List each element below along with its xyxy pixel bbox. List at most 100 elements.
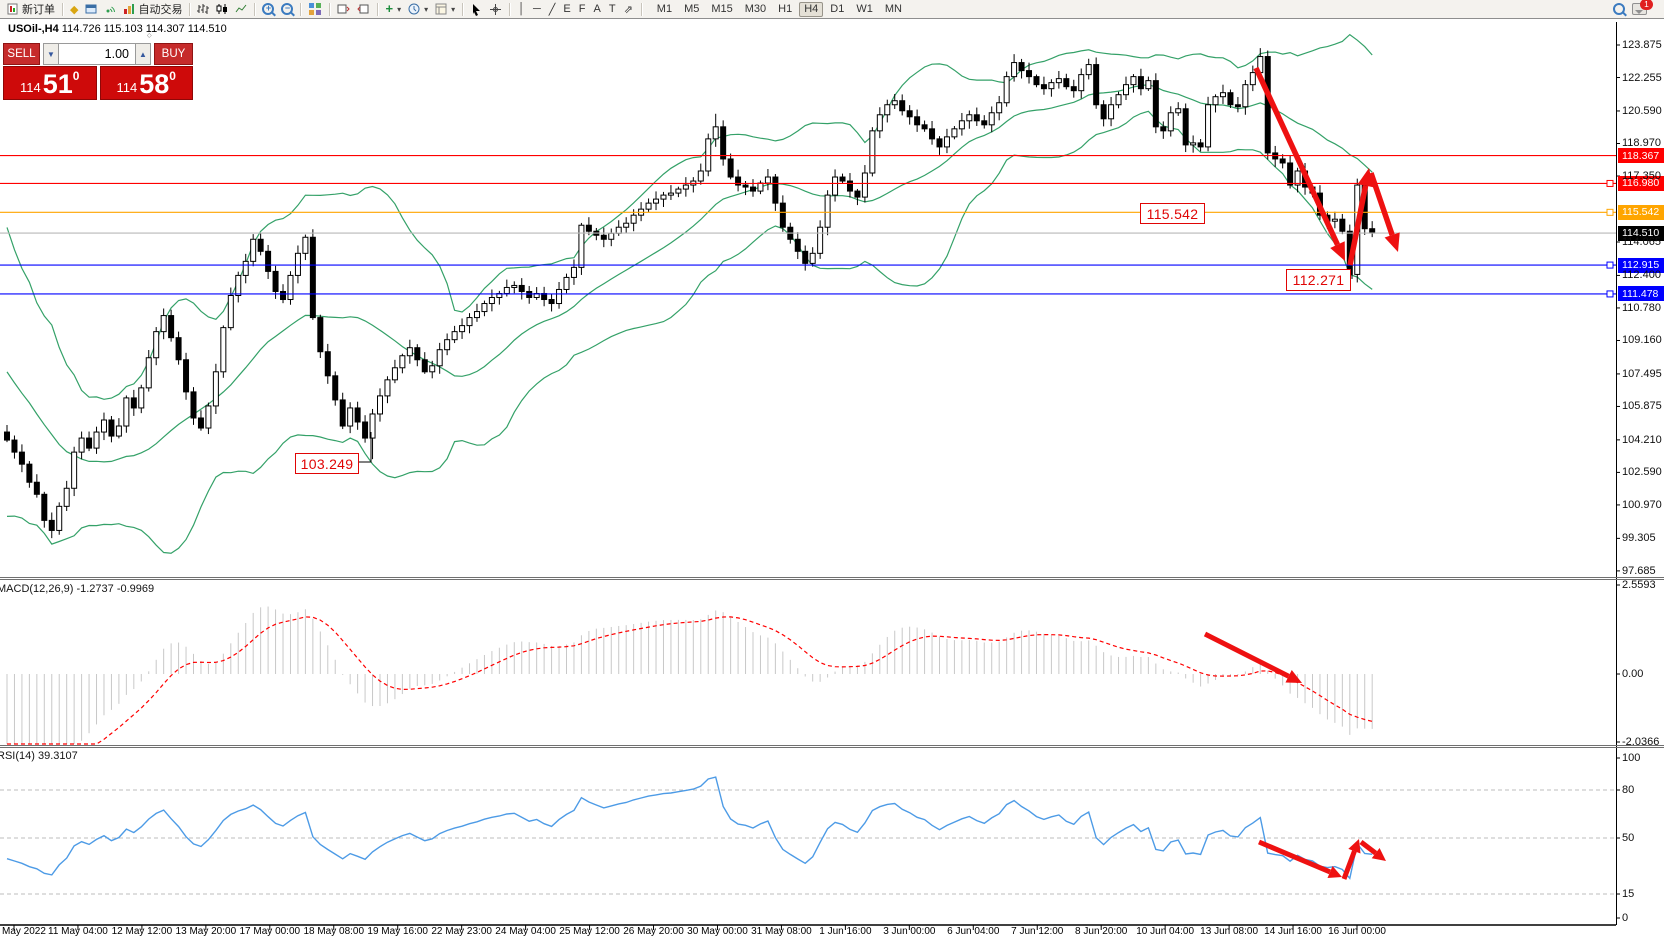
signal-icon — [106, 6, 116, 13]
candlestick-chart-icon — [216, 4, 228, 14]
annotation-arrow — [1368, 172, 1395, 236]
zoom-out-button[interactable]: − — [278, 1, 296, 18]
ask-price-panel[interactable]: 114 58 0 — [99, 66, 193, 100]
market-watch-button[interactable]: ◆ — [67, 1, 81, 18]
rsi-line — [6, 776, 1373, 880]
macd-pane-label: MACD(12,26,9) -1.2737 -0.9969 — [0, 583, 155, 595]
line-chart-icon — [236, 4, 247, 13]
annotation-arrow — [1341, 850, 1357, 880]
arrange-windows-icon — [357, 4, 369, 14]
tile-windows-button[interactable] — [305, 1, 325, 18]
toolbar-separator — [509, 2, 511, 16]
annotation-arrows — [1203, 66, 1400, 880]
bollinger-lower-band — [6, 110, 1373, 554]
template-icon — [435, 3, 447, 15]
toolbar-separator — [254, 2, 256, 16]
symbol-period-label: USOil-,H4 — [8, 23, 59, 35]
chart-expand-marker[interactable]: ◇ — [147, 33, 152, 39]
data-window-button[interactable] — [82, 1, 100, 18]
timeframe-H4[interactable]: H4 — [799, 1, 824, 17]
one-click-trading-panel: SELL ▼ 1.00 ▲ BUY 114 51 0 114 58 0 — [3, 43, 193, 100]
toolbar-separator — [300, 2, 302, 16]
notifications-button[interactable]: 1 — [1629, 0, 1653, 18]
toolbar-separator — [377, 2, 379, 16]
drawing-tools-group: │ ─ ╱ E F A T ⇗ — [514, 1, 637, 18]
annotation-arrow — [1253, 66, 1340, 246]
annotation-arrowhead — [1327, 865, 1342, 878]
timeframe-M1[interactable]: M1 — [656, 2, 673, 15]
zoom-in-button[interactable]: + — [259, 1, 277, 18]
bid-price-panel[interactable]: 114 51 0 — [3, 66, 97, 100]
search-button[interactable] — [1610, 1, 1628, 18]
candlestick-chart-button[interactable] — [213, 1, 231, 18]
cascade-windows-icon — [337, 4, 351, 14]
tile-windows-icon — [309, 3, 315, 8]
horizontal-line-tool[interactable]: ─ — [532, 3, 541, 15]
candles-layer — [4, 48, 1376, 539]
timeframe-M30[interactable]: M30 — [744, 2, 767, 15]
timeframe-D1[interactable]: D1 — [830, 2, 845, 15]
auto-trading-icon — [124, 4, 135, 14]
arrange-windows-button[interactable] — [354, 1, 373, 18]
line-chart-button[interactable] — [232, 1, 250, 18]
indicators-button[interactable]: + ▾ — [382, 1, 404, 18]
toolbar-separator — [62, 2, 63, 16]
vertical-line-tool[interactable]: │ — [518, 3, 525, 15]
toolbar-separator — [640, 2, 642, 16]
timeframe-M15[interactable]: M15 — [711, 2, 733, 15]
timeframe-W1[interactable]: W1 — [856, 2, 873, 15]
template-button[interactable]: ▾ — [432, 1, 458, 18]
cascade-windows-button[interactable] — [334, 1, 353, 18]
volume-increase-button[interactable]: ▲ — [135, 43, 151, 65]
equidistant-channel-tool[interactable]: E — [563, 3, 571, 15]
volume-decrease-button[interactable]: ▼ — [43, 43, 59, 65]
annotation-connector — [357, 432, 372, 463]
buy-button[interactable]: BUY — [154, 43, 193, 65]
annotation-arrowhead — [1330, 241, 1345, 261]
main-toolbar: 新订单 ◆ 自动交易 + − + ▾ ▾ ▾ — [0, 0, 1664, 19]
bid-pips: 51 — [42, 69, 73, 99]
indicators-add-icon: + — [385, 1, 394, 16]
annotation-arrowhead — [1285, 669, 1302, 683]
period-selector-button[interactable]: ▾ — [405, 1, 431, 18]
crosshair-tool[interactable] — [486, 1, 505, 18]
signal-button[interactable] — [101, 1, 119, 18]
bollinger-middle-band — [6, 83, 1373, 463]
ask-big-figure: 114 — [116, 80, 138, 95]
shapes-tool[interactable]: ⇗ — [623, 3, 633, 16]
annotation-arrow — [1347, 185, 1369, 266]
auto-trading-button[interactable]: 自动交易 — [120, 1, 185, 18]
label-tool[interactable]: T — [608, 3, 616, 15]
timeframe-MN[interactable]: MN — [884, 2, 902, 15]
annotation-arrowhead — [1357, 168, 1374, 188]
chevron-down-icon: ▾ — [451, 4, 456, 14]
market-watch-icon: ◆ — [70, 3, 79, 16]
macd-signal-line — [7, 616, 1373, 745]
annotation-arrowhead — [1384, 232, 1400, 252]
notification-badge: 1 — [1640, 0, 1653, 10]
rsi-pane — [0, 776, 1616, 895]
timeframe-M5[interactable]: M5 — [684, 2, 700, 15]
rsi-pane-label: RSI(14) 39.3107 — [0, 750, 78, 762]
macd-pane — [6, 606, 1373, 745]
sell-button[interactable]: SELL — [3, 43, 40, 65]
toolbar-separator — [462, 2, 464, 16]
fibonacci-tool[interactable]: F — [578, 3, 586, 15]
auto-trading-label: 自动交易 — [138, 4, 183, 16]
chevron-down-icon: ▾ — [424, 4, 429, 14]
level-lines — [0, 155, 1616, 298]
text-tool[interactable]: A — [593, 3, 601, 15]
trendline-tool[interactable]: ╱ — [548, 3, 556, 16]
volume-input[interactable]: 1.00 — [59, 43, 135, 65]
new-order-button[interactable]: 新订单 — [4, 1, 58, 18]
ask-pipette: 0 — [169, 69, 176, 83]
cursor-tool[interactable] — [467, 1, 485, 18]
timeframe-H1[interactable]: H1 — [778, 2, 793, 15]
volume-stepper: ▼ 1.00 ▲ — [43, 43, 151, 65]
zoom-in-icon: + — [262, 3, 275, 15]
annotation-arrowhead — [1348, 839, 1361, 854]
bid-big-figure: 114 — [20, 80, 41, 95]
annotation-arrow — [1258, 839, 1331, 875]
bar-chart-button[interactable] — [194, 1, 212, 18]
